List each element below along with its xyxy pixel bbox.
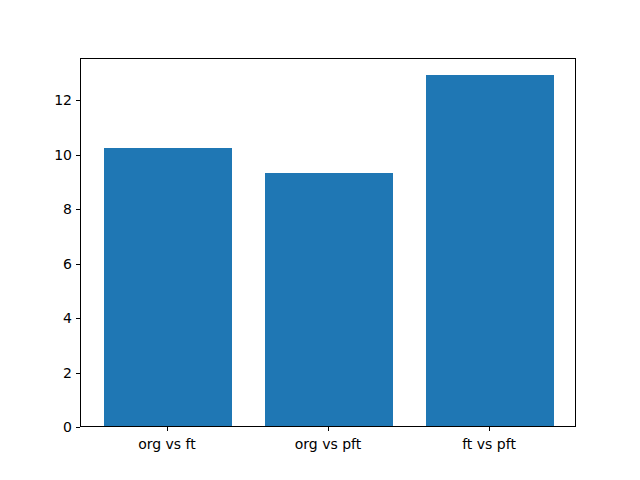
bar-org-vs-ft [104, 148, 233, 426]
x-tick-mark [489, 427, 490, 431]
y-tick-mark [76, 427, 80, 428]
x-tick-label: ft vs pft [462, 437, 516, 451]
x-tick-mark [328, 427, 329, 431]
y-tick-mark [76, 318, 80, 319]
x-tick-label: org vs pft [295, 437, 362, 451]
y-tick-mark [76, 373, 80, 374]
bar-org-vs-pft [265, 173, 394, 426]
y-tick-mark [76, 209, 80, 210]
y-tick-mark [76, 100, 80, 101]
y-tick-label: 8 [63, 202, 72, 216]
y-tick-mark [76, 155, 80, 156]
y-tick-label: 12 [54, 93, 72, 107]
plot-area [80, 58, 576, 427]
x-tick-mark [167, 427, 168, 431]
y-tick-label: 10 [54, 148, 72, 162]
y-tick-label: 6 [63, 257, 72, 271]
figure: 0 2 4 6 8 10 12 org vs ft org vs pft ft vs pft [0, 0, 640, 480]
y-tick-label: 2 [63, 366, 72, 380]
x-tick-label: org vs ft [138, 437, 196, 451]
y-tick-label: 4 [63, 311, 72, 325]
y-tick-label: 0 [63, 420, 72, 434]
y-tick-mark [76, 264, 80, 265]
bar-ft-vs-pft [426, 75, 555, 426]
